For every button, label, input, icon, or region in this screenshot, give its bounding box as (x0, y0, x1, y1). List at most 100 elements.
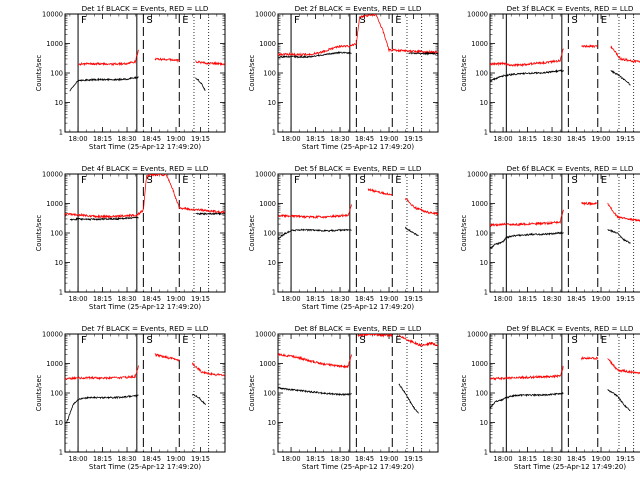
y-tick-label: 1000 (471, 40, 488, 48)
marker-letter: S (359, 335, 365, 346)
x-tick-label: 19:15 (404, 135, 423, 143)
y-tick-label: 1000 (46, 360, 63, 368)
y-axis-label: Counts/sec (460, 54, 468, 91)
detector-panel: Det 1f BLACK = Events, RED = LLD 1 10 100 10… (35, 4, 226, 151)
y-tick-label: 1000 (46, 40, 63, 48)
events-series-line (490, 389, 631, 412)
x-tick-label: 19:00 (592, 455, 611, 463)
x-tick-label: 18:45 (355, 455, 374, 463)
x-tick-label: 18:30 (543, 295, 562, 303)
marker-letter: S (571, 175, 577, 186)
panel-title: Det 8f BLACK = Events, RED = LLD (295, 324, 422, 333)
y-tick-label: 1 (59, 129, 63, 137)
x-tick-label: 18:45 (355, 295, 374, 303)
detector-panel: Det 6f BLACK = Events, RED = LLD 1 10 100 10… (460, 164, 640, 303)
marker-letter: E (182, 335, 188, 346)
panel-title: Det 4f BLACK = Events, RED = LLD (82, 164, 209, 173)
events-series-line (66, 394, 206, 424)
marker-letter: E (182, 175, 188, 186)
marker-letter: F (81, 15, 87, 26)
x-tick-label: 18:00 (494, 455, 513, 463)
marker-letter: S (146, 175, 152, 186)
panel-title: Det 1f BLACK = Events, RED = LLD (82, 4, 209, 13)
x-tick-label: 18:45 (142, 135, 161, 143)
x-tick-label: 18:45 (567, 455, 586, 463)
events-series-line (278, 383, 419, 414)
x-tick-label: 18:30 (331, 295, 350, 303)
marker-letter: S (146, 335, 152, 346)
marker-letter: E (601, 175, 607, 186)
y-axis-label: Counts/sec (460, 214, 468, 251)
x-tick-label: 19:00 (167, 295, 186, 303)
y-axis-label: Counts/sec (35, 214, 43, 251)
lld-series-line (65, 174, 225, 220)
y-tick-label: 10 (55, 259, 63, 267)
marker-letter: F (294, 175, 300, 186)
x-tick-label: 18:15 (518, 135, 537, 143)
y-tick-label: 100 (50, 230, 63, 238)
x-tick-label: 18:15 (518, 295, 537, 303)
marker-letter: S (571, 335, 577, 346)
y-tick-label: 1 (59, 449, 63, 457)
events-series-line (490, 228, 631, 250)
x-tick-label: 18:00 (282, 295, 301, 303)
y-tick-label: 1 (272, 289, 276, 297)
x-tick-label: 18:30 (331, 455, 350, 463)
x-tick-label: 18:00 (282, 135, 301, 143)
marker-letter: E (395, 15, 401, 26)
x-tick-label: 19:15 (191, 135, 210, 143)
events-series-line (278, 226, 419, 240)
x-tick-label: 19:00 (380, 295, 399, 303)
x-tick-label: 19:00 (380, 455, 399, 463)
y-axis-label: Counts/sec (248, 214, 256, 251)
lld-series-line (77, 49, 225, 67)
x-tick-label: 18:15 (93, 295, 112, 303)
x-tick-label: 18:00 (282, 455, 301, 463)
y-tick-label: 10000 (42, 171, 63, 179)
y-tick-label: 10 (268, 419, 276, 427)
x-tick-label: 18:45 (567, 135, 586, 143)
x-tick-label: 18:15 (93, 135, 112, 143)
x-tick-label: 18:15 (518, 455, 537, 463)
y-tick-label: 100 (475, 70, 488, 78)
panel-title: Det 7f BLACK = Events, RED = LLD (82, 324, 209, 333)
x-tick-label: 18:00 (69, 295, 88, 303)
x-tick-label: 19:00 (592, 295, 611, 303)
x-tick-label: 18:45 (142, 455, 161, 463)
lld-series-line (278, 14, 438, 57)
x-tick-label: 18:45 (142, 295, 161, 303)
marker-letter: E (601, 335, 607, 346)
x-tick-label: 19:15 (616, 455, 635, 463)
events-series-line (69, 75, 206, 92)
y-tick-label: 100 (475, 390, 488, 398)
x-tick-label: 18:15 (93, 455, 112, 463)
y-tick-label: 10000 (42, 11, 63, 19)
events-series-line (278, 51, 438, 59)
x-tick-label: 19:15 (404, 455, 423, 463)
panel-title: Det 2f BLACK = Events, RED = LLD (295, 4, 422, 13)
x-tick-label: 18:00 (494, 295, 513, 303)
detector-panel: Det 5f BLACK = Events, RED = LLD 1 10 100 10… (248, 164, 439, 311)
detector-panel: Det 2f BLACK = Events, RED = LLD 1 10 100 10… (248, 4, 439, 151)
x-tick-label: 19:00 (167, 135, 186, 143)
x-axis-label: Start Time (25-Apr-12 17:49:20) (302, 303, 414, 311)
x-tick-label: 19:00 (592, 135, 611, 143)
panel-title: Det 6f BLACK = Events, RED = LLD (507, 164, 634, 173)
y-tick-label: 10 (268, 99, 276, 107)
y-tick-label: 10000 (467, 331, 488, 339)
y-tick-label: 1000 (46, 200, 63, 208)
x-tick-label: 19:15 (191, 455, 210, 463)
x-axis-label: Start Time (25-Apr-12 17:49:20) (302, 143, 414, 151)
y-tick-label: 10000 (467, 11, 488, 19)
lld-series-line (490, 201, 640, 227)
y-axis-label: Counts/sec (248, 374, 256, 411)
detector-panel: Det 8f BLACK = Events, RED = LLD 1 10 100 10… (248, 324, 439, 471)
x-tick-label: 19:00 (167, 455, 186, 463)
events-series-line (490, 68, 631, 86)
y-tick-label: 1000 (259, 40, 276, 48)
marker-letter: F (81, 335, 87, 346)
y-tick-label: 1000 (471, 200, 488, 208)
y-tick-label: 100 (50, 70, 63, 78)
y-tick-label: 1 (272, 129, 276, 137)
